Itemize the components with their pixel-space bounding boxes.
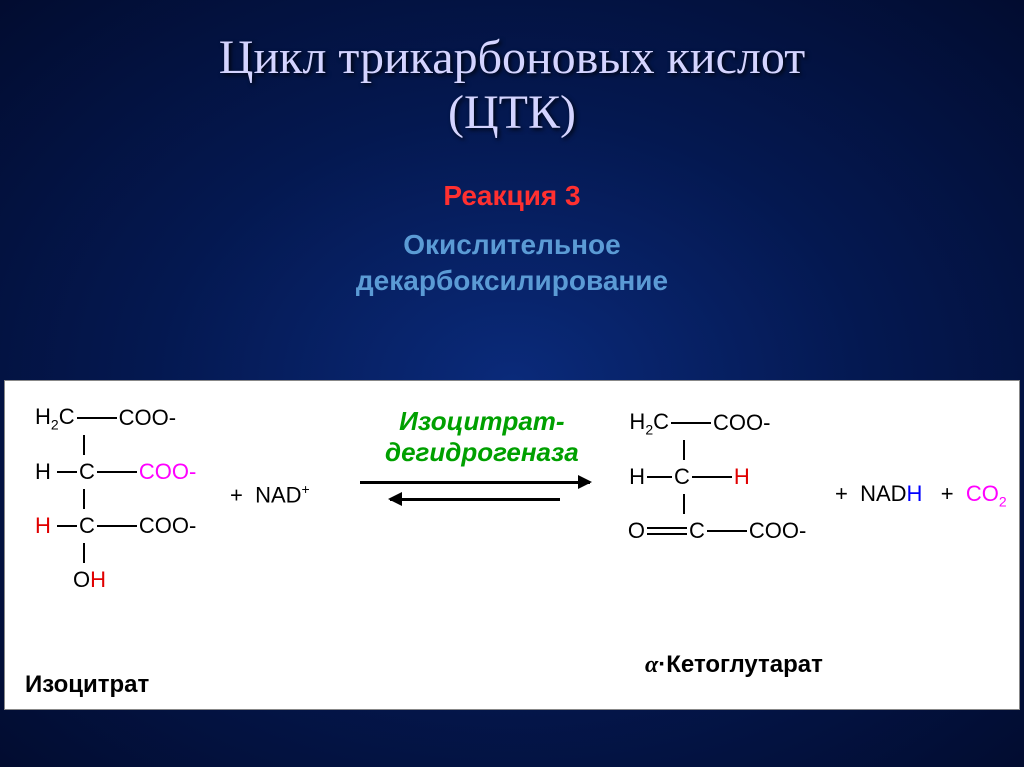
vertical-bond [683, 440, 685, 460]
product-cofactors: + NADH + CO2 [835, 481, 1007, 509]
nadh-label: NAD [860, 481, 906, 506]
product-structure: H2CCOO- HCH OCCOO- [625, 406, 806, 548]
reaction-name-line2: декарбоксилирование [356, 265, 668, 296]
mol-row: OH [35, 563, 196, 597]
slide-title: Цикл трикарбоновых кислот (ЦТК) [0, 0, 1024, 140]
alpha-symbol: α [645, 652, 658, 678]
reaction-arrows [360, 481, 590, 501]
enzyme-line2: дегидрогеназа [385, 437, 579, 467]
vertical-bond [683, 494, 685, 514]
mol-row: H2CCOO- [35, 401, 196, 435]
reaction-name-line1: Окислительное [403, 229, 620, 260]
enzyme-line1: Изоцитрат- [399, 406, 564, 436]
reaction-number-label: Реакция 3 [0, 180, 1024, 212]
product-name-text: Кетоглутарат [666, 651, 823, 678]
reaction-diagram-panel: Изоцитрат- дегидрогеназа H2CCOO- HCCOO- … [4, 380, 1020, 710]
nadh-h: H [907, 481, 923, 506]
mol-row: HCH [625, 460, 806, 494]
title-line1: Цикл трикарбоновых кислот [219, 31, 805, 84]
vertical-bond [83, 435, 85, 455]
plus-sign: + [835, 481, 848, 506]
product-name: α·Кетоглутарат [645, 651, 823, 679]
substrate-cofactor: + NAD+ [230, 481, 310, 508]
mol-row: HCCOO- [35, 455, 196, 489]
substrate-name: Изоцитрат [25, 671, 149, 699]
title-line2: (ЦТК) [448, 86, 576, 139]
plus-sign: + [230, 482, 243, 507]
nad-charge: + [302, 481, 310, 497]
reverse-arrow-icon [390, 498, 560, 501]
plus-sign: + [941, 481, 954, 506]
vertical-bond [83, 543, 85, 563]
mol-row: OCCOO- [625, 514, 806, 548]
nad-label: NAD [255, 482, 301, 507]
mol-row: H2CCOO- [625, 406, 806, 440]
co2-label: CO2 [966, 481, 1007, 506]
enzyme-label: Изоцитрат- дегидрогеназа [385, 406, 579, 468]
forward-arrow-icon [360, 481, 590, 484]
slide-background: Цикл трикарбоновых кислот (ЦТК) Реакция … [0, 0, 1024, 767]
vertical-bond [83, 489, 85, 509]
reaction-name: Окислительное декарбоксилирование [0, 227, 1024, 300]
substrate-structure: H2CCOO- HCCOO- HCCOO- OH [35, 401, 196, 597]
mol-row: HCCOO- [35, 509, 196, 543]
